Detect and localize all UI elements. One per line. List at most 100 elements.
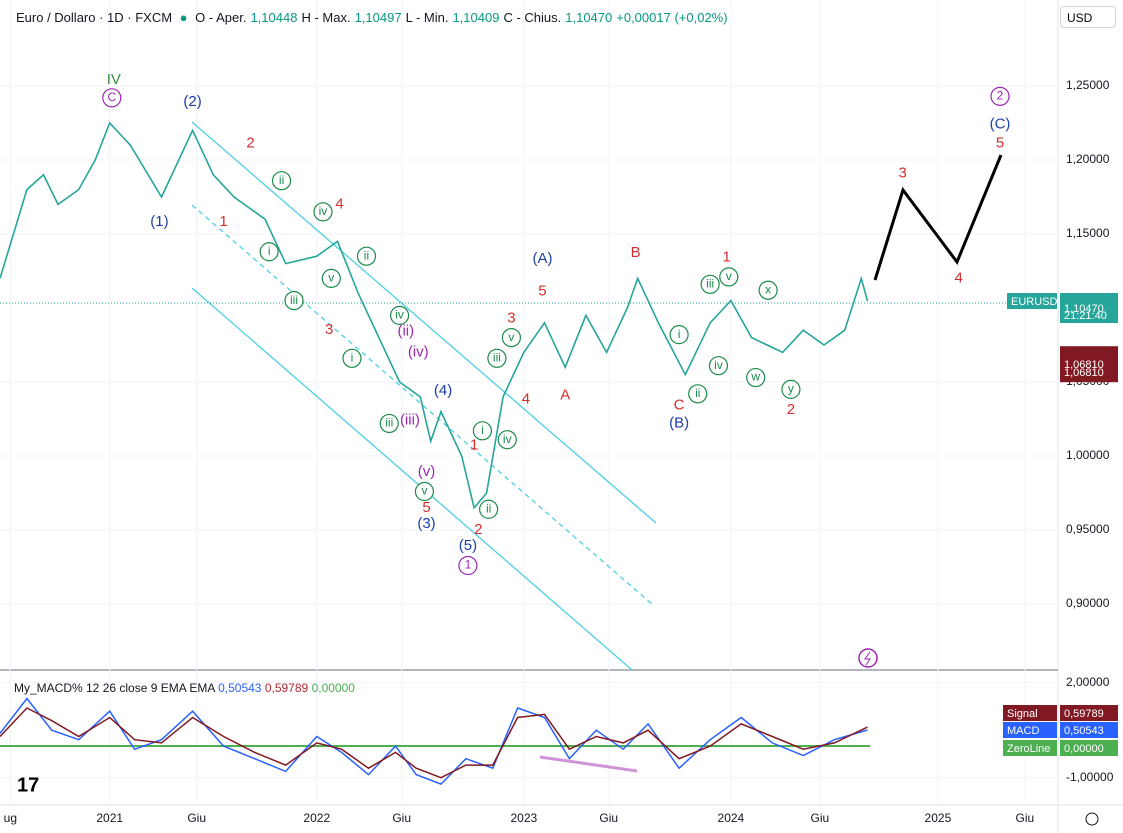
x-tick-label: ug: [4, 811, 17, 825]
wave-label: iii: [290, 293, 298, 307]
alert-tag: 1,06810: [1064, 367, 1104, 379]
wave-circle: [746, 367, 766, 388]
wave-label: i: [678, 327, 681, 341]
value-tag: 0,50543: [1064, 725, 1104, 737]
wave-circle: [321, 268, 341, 288]
currency-select[interactable]: USD: [1060, 6, 1116, 28]
wave-circle: [669, 325, 689, 345]
channel-line: [191, 121, 657, 524]
wave-circle: [688, 384, 708, 404]
wave-label: iii: [706, 276, 714, 290]
legend-tag: MACD: [1007, 725, 1039, 737]
divergence: [539, 755, 638, 773]
legend-tag-bg: [1007, 293, 1057, 310]
wave-label: w: [750, 370, 760, 384]
wave-label: IV: [107, 71, 121, 88]
legend-tag: Signal: [1007, 708, 1038, 720]
wave-label: 3: [507, 309, 515, 326]
wave-label: (ii): [397, 323, 414, 340]
wave-label: 2: [787, 401, 795, 418]
wave-label: v: [726, 269, 732, 283]
settings-icon[interactable]: [1085, 812, 1099, 826]
price-tag-bg: [1060, 293, 1118, 324]
value-tag-bg: [1060, 722, 1118, 738]
legend-tag: ZeroLine: [1007, 743, 1050, 755]
wave-circle: [414, 481, 435, 502]
x-tick-label: Giu: [392, 811, 411, 825]
y-tick-label: 0,95000: [1066, 522, 1110, 536]
y-tick-label: 2,00000: [1066, 675, 1110, 689]
countdown: 21:21:40: [1064, 310, 1107, 322]
wave-label: i: [351, 350, 354, 364]
x-tick-label: Giu: [811, 811, 830, 825]
zero-value: 0,00000: [311, 681, 355, 695]
ohlc-item: +0,00017 (+0,02%): [616, 10, 728, 25]
wave-label: ii: [695, 386, 700, 400]
header: Euro / Dollaro · 1D · FXCM ● O - Aper. 1,…: [16, 10, 736, 25]
wave-circle: [990, 86, 1010, 106]
wave-label: 5: [422, 499, 430, 516]
wave-label: v: [421, 484, 427, 498]
wave-circle: [501, 327, 522, 348]
wave-circle: [479, 499, 499, 519]
alert-tag-bg: [1060, 346, 1118, 383]
wave-label: iv: [503, 432, 512, 446]
wave-circle: [719, 267, 739, 287]
wave-circle: [313, 202, 333, 222]
wave-label: (4): [434, 382, 452, 399]
y-tick-label: -1,00000: [1066, 770, 1114, 784]
y-tick-label: 1,15000: [1066, 226, 1110, 240]
y-tick-label: 1,25000: [1066, 78, 1110, 92]
wave-label: iii: [493, 350, 501, 364]
price-tag: 1,10470: [1064, 303, 1104, 315]
wave-label: x: [765, 282, 771, 296]
wave-circle: [781, 379, 801, 399]
wave-label: (2): [183, 93, 201, 110]
wave-circle: [472, 421, 493, 441]
wave-circle: [356, 246, 377, 266]
wave-label: i: [481, 423, 484, 437]
wave-label: 1: [723, 249, 731, 266]
value-tag-bg: [1060, 740, 1118, 756]
ohlc-item: O - Aper.: [195, 10, 247, 25]
wave-label: 2: [246, 135, 254, 152]
wave-label: 4: [954, 269, 962, 286]
wave-label: 1: [470, 437, 478, 454]
wave-label: ii: [486, 501, 491, 515]
wave-circle: [284, 290, 304, 311]
ohlc-item: H - Max.: [301, 10, 351, 25]
event-icon: [864, 651, 871, 666]
wave-circle: [259, 242, 279, 262]
ohlc-item: 1,10448: [250, 10, 298, 25]
wave-circle: [389, 305, 410, 325]
wave-label: (iv): [408, 343, 429, 360]
wave-circle: [271, 171, 292, 191]
price-line: [0, 707, 868, 779]
event-icon[interactable]: [858, 648, 878, 668]
channel-line: [191, 204, 654, 606]
x-tick-label: Giu: [599, 811, 618, 825]
status-dot: ●: [179, 10, 188, 25]
alert-tag: 1,06810: [1064, 359, 1104, 371]
legend-tag-bg: [1003, 740, 1057, 756]
wave-label: C: [107, 90, 116, 104]
ohlc: O - Aper. 1,10448 H - Max. 1,10497 L - Min. 1…: [195, 10, 731, 25]
x-tick-label: Giu: [1016, 811, 1035, 825]
wave-label: 2: [997, 89, 1004, 103]
wave-label: A: [560, 386, 570, 403]
wave-label: i: [268, 244, 271, 258]
wave-label: 5: [538, 283, 546, 300]
wave-circle: [379, 413, 399, 434]
wave-label: 4: [522, 391, 530, 408]
wave-label: (B): [669, 414, 689, 431]
macd-title: My_MACD% 12 26 close 9 EMA EMA: [14, 681, 215, 695]
wave-label: (A): [532, 250, 552, 267]
y-tick-label: 1,00000: [1066, 448, 1110, 462]
legend-tag: EURUSD: [1011, 296, 1058, 308]
projection: [873, 154, 1003, 281]
wave-label: B: [631, 244, 641, 261]
wave-circle: [342, 348, 362, 368]
wave-label: 3: [325, 321, 333, 338]
